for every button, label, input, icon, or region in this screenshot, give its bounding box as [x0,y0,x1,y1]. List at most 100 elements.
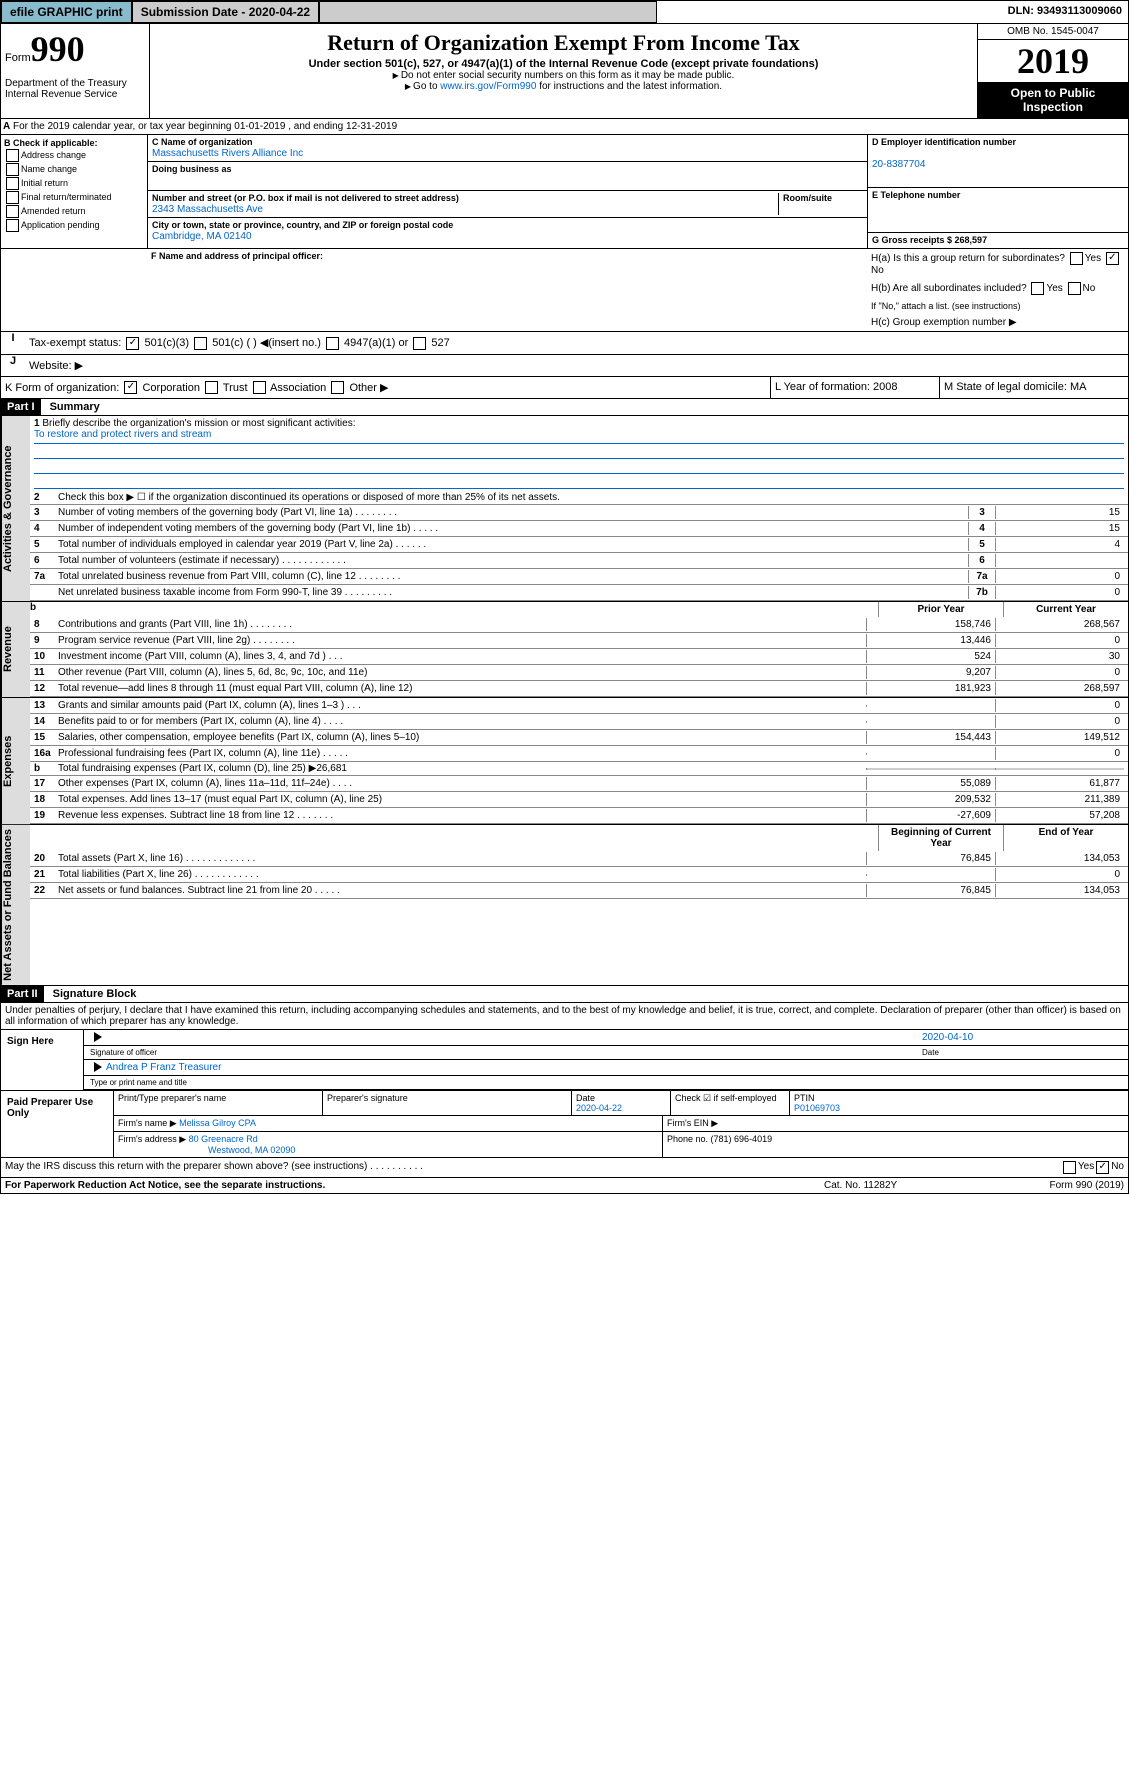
firm-name: Melissa Gilroy CPA [179,1118,256,1128]
line-9: 9Program service revenue (Part VIII, lin… [30,633,1128,649]
ha-yes[interactable] [1070,252,1083,265]
k-label: K Form of organization: [5,382,119,394]
cb-app-pending[interactable]: Application pending [4,219,144,232]
cb-initial-return[interactable]: Initial return [4,177,144,190]
col-d-e-g: D Employer identification number20-83877… [867,135,1128,248]
line-13: 13Grants and similar amounts paid (Part … [30,698,1128,714]
signature-area: Sign Here 2020-04-10 Signature of office… [0,1030,1129,1158]
line-7a: 7aTotal unrelated business revenue from … [30,569,1128,585]
org-name: Massachusetts Rivers Alliance Inc [152,148,303,159]
date-label: Date [922,1048,1122,1057]
cb-final-return[interactable]: Final return/terminated [4,191,144,204]
sig-date: 2020-04-10 [922,1032,1122,1043]
line-21: 21Total liabilities (Part X, line 26) . … [30,867,1128,883]
period-text: For the 2019 calendar year, or tax year … [13,121,397,132]
period-a: A For the 2019 calendar year, or tax yea… [0,119,1129,135]
cb-amended[interactable]: Amended return [4,205,144,218]
firm-addr-label: Firm's address ▶ [118,1134,186,1144]
ha-no[interactable] [1106,252,1119,265]
title-area: Return of Organization Exempt From Incom… [150,24,977,118]
officer-label: F Name and address of principal officer: [151,251,323,261]
f-h-block: F Name and address of principal officer:… [0,249,1129,332]
sig-arrow-icon [94,1062,102,1072]
cb-address-change[interactable]: Address change [4,149,144,162]
form-title: Return of Organization Exempt From Incom… [154,30,973,56]
hb-no[interactable] [1068,282,1081,295]
cb-trust[interactable] [205,381,218,394]
mission-text: To restore and protect rivers and stream [34,429,1124,444]
prep-name-label: Print/Type preparer's name [118,1093,226,1103]
hc-label: H(c) Group exemption number ▶ [868,314,1128,331]
cb-corp[interactable] [124,381,137,394]
title-row: Form990 Department of the Treasury Inter… [0,24,1129,119]
website-label: Website: ▶ [29,360,83,372]
dln: DLN: 93493113009060 [1002,1,1128,23]
cat-no: Cat. No. 11282Y [824,1180,984,1191]
cb-501c[interactable] [194,337,207,350]
declaration: Under penalties of perjury, I declare th… [0,1003,1129,1030]
prep-date-label: Date [576,1093,595,1103]
cb-501c3[interactable] [126,337,139,350]
part2-badge: Part II [1,986,44,1002]
part1-title: Summary [44,399,106,415]
hb-yes[interactable] [1031,282,1044,295]
vtab-governance: Activities & Governance [1,416,30,601]
cb-assoc[interactable] [253,381,266,394]
b-header: B Check if applicable: [4,138,144,148]
tax-year: 2019 [978,40,1128,82]
room-label: Room/suite [783,193,832,203]
note2-post: for instructions and the latest informat… [536,81,722,92]
efile-button[interactable]: efile GRAPHIC print [1,1,132,23]
paid-preparer-label: Paid Preparer Use Only [1,1091,114,1157]
cb-name-change[interactable]: Name change [4,163,144,176]
note-ssn: Do not enter social security numbers on … [401,70,734,81]
vtab-revenue: Revenue [1,602,30,697]
self-emp: Check ☑ if self-employed [671,1091,790,1115]
identity-block: B Check if applicable: Address change Na… [0,135,1129,249]
officer-name: Andrea P Franz Treasurer [106,1062,221,1073]
firm-city: Westwood, MA 02090 [208,1145,295,1155]
form-word: Form [5,52,31,64]
line-16a: 16aProfessional fundraising fees (Part I… [30,746,1128,762]
irs-link[interactable]: www.irs.gov/Form990 [440,81,536,92]
prep-sig-label: Preparer's signature [327,1093,408,1103]
part2-title: Signature Block [47,986,143,1002]
line-3: 3Number of voting members of the governi… [30,505,1128,521]
line-12: 12Total revenue—add lines 8 through 11 (… [30,681,1128,697]
dept-treasury: Department of the Treasury Internal Reve… [5,78,145,100]
line-8: 8Contributions and grants (Part VIII, li… [30,617,1128,633]
line-19: 19Revenue less expenses. Subtract line 1… [30,808,1128,824]
line-4: 4Number of independent voting members of… [30,521,1128,537]
cb-other[interactable] [331,381,344,394]
part1-header: Part I Summary [0,399,1129,416]
dba-label: Doing business as [152,164,232,174]
cb-527[interactable] [413,337,426,350]
j-row: J Website: ▶ [0,355,1129,377]
header-bar: efile GRAPHIC print Submission Date - 20… [0,0,1129,24]
activities-governance: Activities & Governance 1 Briefly descri… [0,416,1129,602]
form-number-box: Form990 Department of the Treasury Inter… [1,24,150,118]
discuss-yes[interactable] [1063,1161,1076,1174]
ha-label: H(a) Is this a group return for subordin… [871,253,1065,264]
col-begin: Beginning of Current Year [878,825,1003,851]
name-title-label: Type or print name and title [84,1076,1128,1090]
ein-label: D Employer identification number [872,137,1016,147]
addr-label: Number and street (or P.O. box if mail i… [152,193,459,203]
hb-label: H(b) Are all subordinates included? [871,283,1027,294]
col-prior: Prior Year [878,602,1003,617]
firm-addr: 80 Greenacre Rd [189,1134,258,1144]
street-address: 2343 Massachusetts Ave [152,204,263,215]
vtab-expenses: Expenses [1,698,30,824]
gross-receipts: G Gross receipts $ 268,597 [872,235,987,245]
cb-4947[interactable] [326,337,339,350]
discuss-no[interactable] [1096,1161,1109,1174]
line-11: 11Other revenue (Part VIII, column (A), … [30,665,1128,681]
city-state-zip: Cambridge, MA 02140 [152,231,252,242]
revenue-section: Revenue bPrior YearCurrent Year 8Contrib… [0,602,1129,698]
sig-arrow-icon [94,1032,102,1042]
form-number: 990 [31,29,85,69]
line-17: 17Other expenses (Part IX, column (A), l… [30,776,1128,792]
net-assets-section: Net Assets or Fund Balances Beginning of… [0,825,1129,986]
col-end: End of Year [1003,825,1128,851]
firm-phone: Phone no. (781) 696-4019 [663,1132,1128,1157]
